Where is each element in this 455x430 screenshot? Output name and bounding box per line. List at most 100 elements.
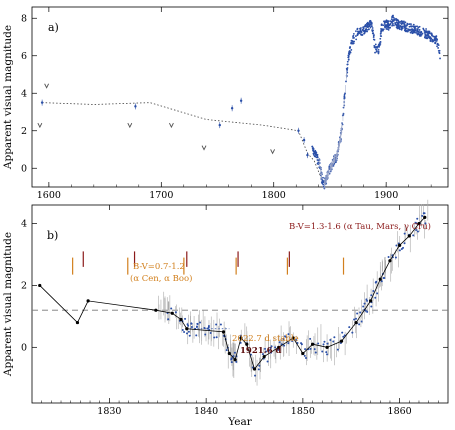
data-point	[206, 327, 209, 330]
data-point	[424, 222, 427, 225]
data-point	[264, 347, 267, 350]
data-point	[421, 214, 424, 217]
data-point	[398, 249, 401, 252]
data-point	[345, 67, 348, 70]
data-point	[347, 54, 350, 57]
data-point	[352, 42, 355, 45]
data-point	[416, 28, 419, 31]
data-point	[274, 346, 277, 349]
data-point	[393, 18, 396, 21]
data-point	[392, 16, 395, 19]
upper-limit-marker	[270, 149, 276, 155]
data-point	[403, 232, 406, 235]
data-point	[352, 35, 354, 38]
data-point	[370, 305, 373, 308]
data-point	[209, 331, 212, 334]
data-point	[332, 340, 335, 343]
data-point	[376, 292, 379, 295]
data-point	[353, 40, 356, 43]
data-point	[398, 27, 401, 30]
data-point	[361, 34, 364, 36]
panel-b-tag: b)	[47, 229, 58, 242]
data-point	[402, 20, 404, 23]
data-point	[403, 242, 406, 245]
panel-a-tag: a)	[48, 21, 59, 34]
data-point	[424, 36, 426, 39]
data-point	[196, 323, 199, 326]
panel-a: a) Apparent visual magnitude 1600 1700 180…	[2, 6, 449, 201]
data-point	[355, 30, 357, 33]
data-point	[270, 345, 273, 348]
data-point	[423, 212, 426, 215]
data-point	[395, 244, 398, 247]
data-point	[183, 330, 186, 333]
panel-b-frame	[31, 204, 449, 404]
x-tick-label: 1800	[262, 190, 286, 201]
data-point	[360, 30, 363, 33]
data-point	[383, 22, 386, 25]
data-point	[277, 348, 280, 351]
data-point	[425, 30, 428, 33]
data-point	[312, 152, 315, 155]
data-point	[230, 361, 233, 364]
data-point	[404, 29, 407, 32]
data-point	[384, 25, 387, 28]
mean-point	[378, 277, 382, 281]
x-tick-label: 1840	[194, 406, 218, 417]
data-point	[390, 18, 393, 21]
data-point	[356, 312, 359, 315]
data-point	[309, 347, 312, 350]
data-point	[348, 51, 350, 53]
data-point	[392, 19, 394, 22]
data-point	[386, 25, 389, 28]
data-point	[411, 32, 414, 35]
data-point	[294, 339, 297, 342]
data-point	[326, 342, 329, 345]
mean-point	[75, 320, 80, 325]
data-point	[376, 46, 379, 49]
data-point	[316, 159, 319, 161]
data-point	[394, 22, 397, 25]
data-point	[415, 222, 418, 225]
data-point	[363, 32, 365, 35]
data-point	[219, 323, 222, 326]
data-point	[370, 294, 373, 297]
data-point	[380, 32, 382, 34]
x-tick-label: 1830	[97, 406, 121, 417]
data-point	[408, 25, 411, 28]
data-point	[379, 41, 382, 43]
data-point	[380, 24, 383, 26]
data-point	[198, 321, 201, 324]
data-point	[355, 317, 357, 320]
data-point	[438, 51, 441, 54]
panel-b-ticks: 1830 1840 1850 1860 0 2 4	[21, 205, 448, 417]
data-point	[423, 29, 426, 32]
data-point	[386, 21, 389, 24]
mean-point	[154, 308, 158, 312]
data-point	[403, 22, 406, 24]
data-point	[403, 26, 406, 29]
data-point	[409, 31, 412, 34]
data-point	[185, 332, 188, 335]
data-point	[424, 33, 427, 36]
upper-limit-marker	[169, 122, 174, 129]
data-point	[434, 41, 437, 44]
data-point	[190, 322, 193, 325]
data-point	[395, 18, 398, 21]
data-point	[170, 307, 173, 310]
data-point	[190, 326, 193, 328]
data-point	[377, 48, 380, 51]
data-point	[187, 330, 190, 333]
data-point	[432, 40, 434, 43]
data-point	[312, 147, 314, 149]
mean-point	[339, 339, 344, 343]
data-point	[239, 99, 243, 102]
data-point	[356, 32, 359, 35]
data-point	[404, 27, 407, 30]
data-point	[350, 39, 353, 42]
mean-point	[388, 259, 392, 263]
data-point	[391, 15, 394, 18]
data-point	[425, 36, 428, 39]
data-point	[412, 234, 415, 237]
mean-point	[233, 358, 237, 362]
